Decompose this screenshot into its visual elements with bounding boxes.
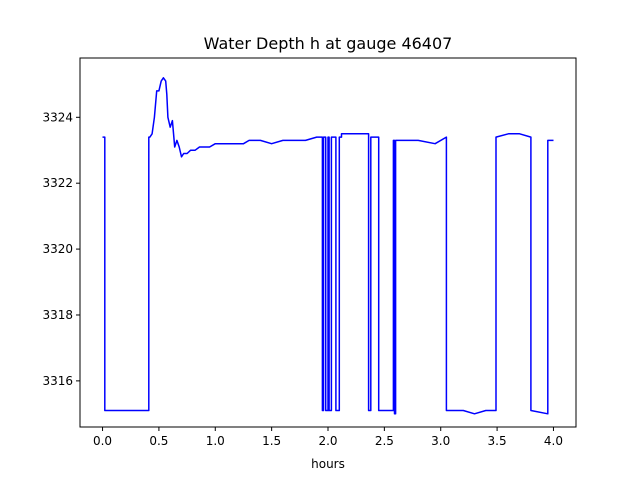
x-tick-label: 0.0 (93, 434, 112, 448)
series-layer (102, 77, 554, 415)
x-tick-label: 2.5 (375, 434, 394, 448)
y-tick-label: 3316 (42, 374, 73, 388)
chart-title: Water Depth h at gauge 46407 (204, 34, 453, 53)
y-tick-label: 3322 (42, 176, 73, 190)
x-axis: 0.0 0.5 1.0 1.5 2.0 2.5 3.0 3.5 4.0 (93, 427, 563, 448)
x-tick-label: 0.5 (149, 434, 168, 448)
x-tick-label: 1.0 (206, 434, 225, 448)
x-tick-label: 2.0 (318, 434, 337, 448)
series-line (102, 77, 554, 415)
x-tick-label: 4.0 (544, 434, 563, 448)
y-axis: 3316 3318 3320 3322 3324 (42, 110, 80, 388)
y-tick-label: 3320 (42, 242, 73, 256)
x-tick-label: 3.0 (431, 434, 450, 448)
x-tick-label: 1.5 (262, 434, 281, 448)
x-axis-label: hours (311, 457, 345, 471)
y-tick-label: 3324 (42, 110, 73, 124)
x-tick-label: 3.5 (488, 434, 507, 448)
y-tick-label: 3318 (42, 308, 73, 322)
